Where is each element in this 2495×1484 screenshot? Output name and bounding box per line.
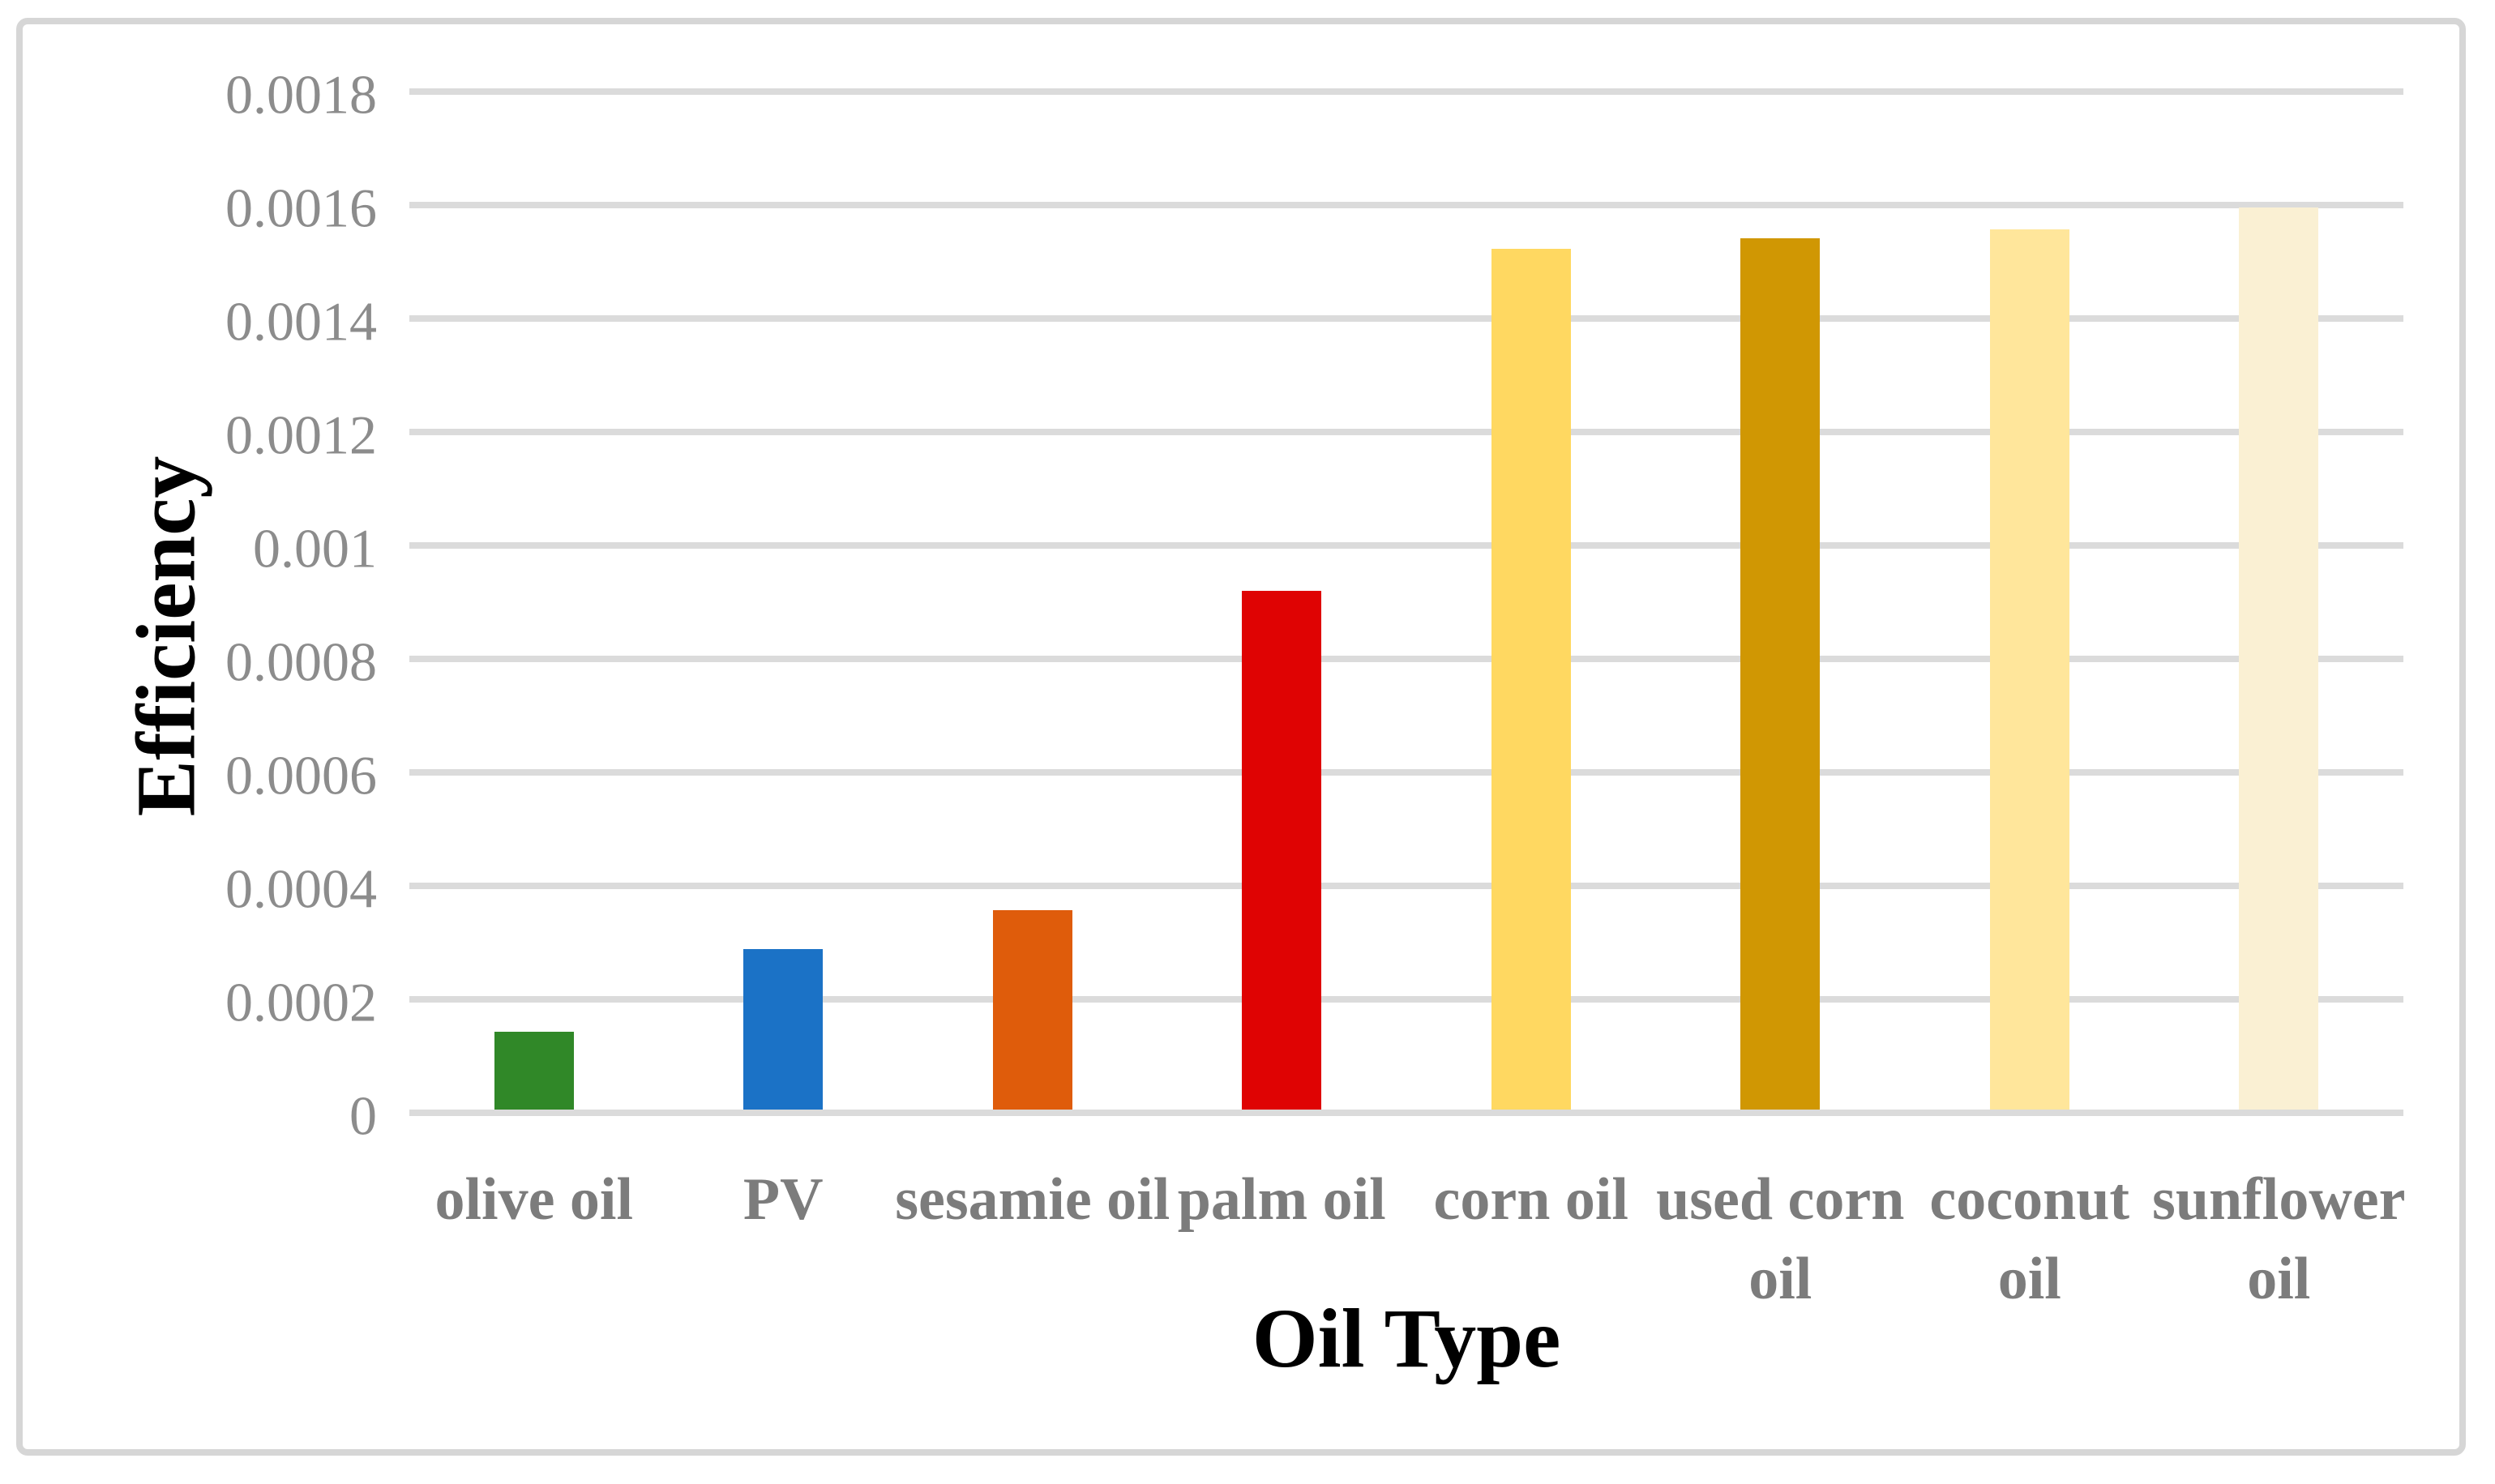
x-category-label: sunflower oil [2108,1161,2449,1319]
gridline [409,656,2403,662]
x-category-label-line: oil [1748,1245,1812,1312]
x-category-label: olive oil [364,1161,704,1240]
y-tick-label: 0.0002 [225,971,377,1033]
x-category-label: coconut oil [1859,1161,2200,1319]
bar-used-corn-oil [1740,238,1821,1113]
x-category-label: used corn oil [1610,1161,1950,1319]
y-tick-label: 0.0018 [225,63,377,126]
bar-corn-oil [1491,248,1571,1113]
y-tick-label: 0.0006 [225,744,377,806]
gridline [409,542,2403,549]
x-category-label: sesamie oil [862,1161,1203,1240]
gridline [409,883,2403,889]
gridline [409,429,2403,435]
y-tick-label: 0.0004 [225,857,377,920]
y-axis-title: Efficiency [119,455,213,817]
x-category-label-line: coconut [1929,1166,2130,1233]
y-tick-label: 0.0008 [225,631,377,693]
x-category-label-line: oil [1997,1245,2061,1312]
x-axis-title: Oil Type [1252,1292,1561,1385]
bar-olive-oil [494,1031,574,1113]
x-category-label-line: oil [2247,1245,2311,1312]
bar-palm-oil [1242,591,1322,1113]
y-tick-label: 0.0012 [225,404,377,466]
x-category-label-line: sunflower [2152,1166,2406,1233]
x-category-label: palm oil [1111,1161,1452,1240]
x-category-label: corn oil [1361,1161,1701,1240]
bar-sunflower-oil [2239,207,2319,1113]
x-axis-zero-line [409,1110,2403,1116]
gridline [409,769,2403,776]
y-tick-label: 0 [349,1084,377,1147]
bar-PV [743,948,824,1113]
x-category-label-line: corn oil [1433,1166,1628,1233]
y-tick-label: 0.0014 [225,290,377,353]
x-category-label-line: palm oil [1177,1166,1386,1233]
x-category-label-line: olive oil [434,1166,634,1233]
gridline [409,315,2403,322]
x-category-label-line: PV [743,1166,824,1233]
y-tick-label: 0.0016 [225,177,377,239]
y-tick-label: 0.001 [253,517,377,579]
gridline [409,88,2403,95]
bar-sesamie-oil [992,910,1072,1113]
x-category-label-line: used corn [1656,1166,1905,1233]
gridline [409,996,2403,1003]
gridline [409,202,2403,208]
x-category-label: PV [613,1161,953,1240]
bar-coconut-oil [1989,229,2069,1113]
x-category-label-line: sesamie oil [895,1166,1170,1233]
